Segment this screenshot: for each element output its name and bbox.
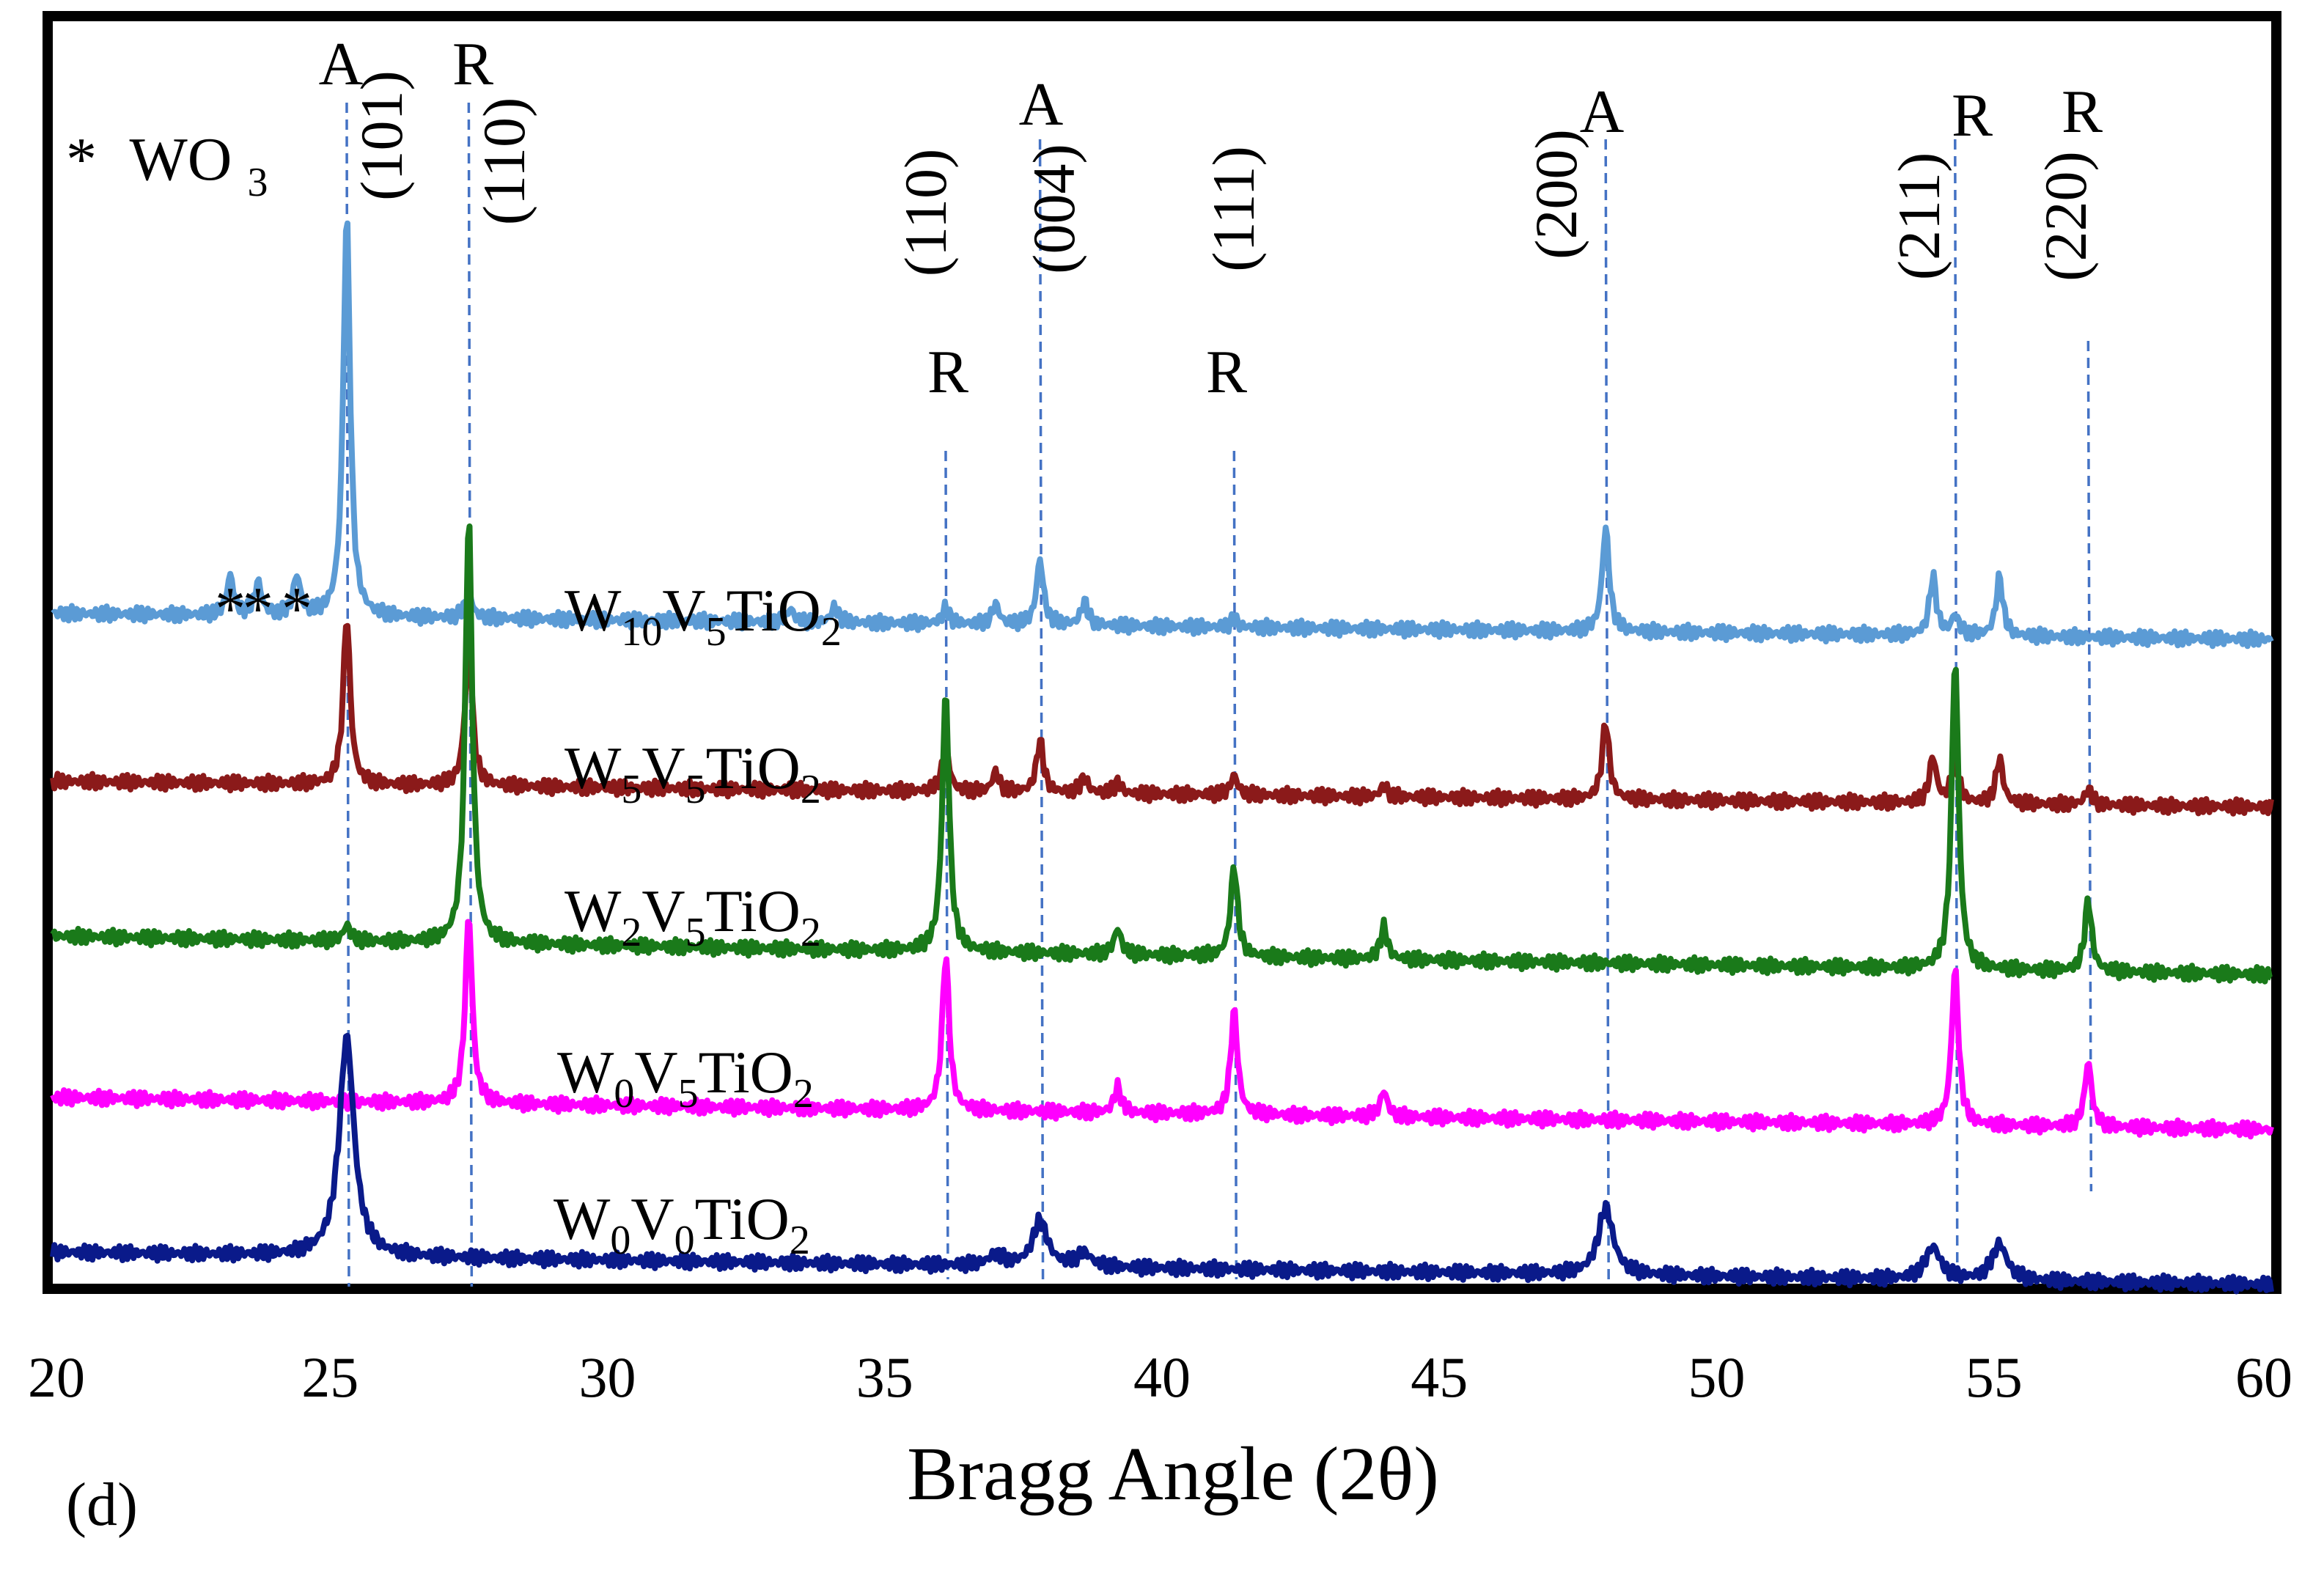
x-axis-ticks: 20 25 30 35 40 45 50 55 60: [28, 1345, 2292, 1409]
series-line-W10V5TiO2: [51, 220, 2274, 650]
wo3-legend: * WO 3: [66, 125, 268, 205]
phase-label-7: R: [1952, 81, 1993, 150]
phase-label-2: R: [452, 30, 493, 98]
miller-index-7: (211): [1886, 152, 1952, 281]
wo3-peak-marker-3: *: [282, 575, 312, 643]
miller-index-6: (200): [1523, 129, 1589, 260]
miller-index-3: (110): [892, 149, 959, 277]
x-tick-label-60: 60: [2235, 1345, 2292, 1409]
x-tick-label-45: 45: [1411, 1345, 1468, 1409]
x-tick-label-35: 35: [856, 1345, 913, 1409]
series-label-W0V5TiO2: W0V5TiO2: [557, 1039, 814, 1117]
reference-line-4: [1038, 139, 1045, 1280]
x-axis-title: Bragg Angle (2θ): [907, 1432, 1439, 1516]
x-tick-label-55: 55: [1966, 1345, 2023, 1409]
phase-label-5: R: [1206, 338, 1247, 406]
x-tick-label-40: 40: [1133, 1345, 1191, 1409]
wo3-legend-subscript: 3: [247, 160, 268, 205]
series-line-W0V0TiO2: [50, 1032, 2274, 1295]
reference-line-3: [944, 450, 949, 1280]
reference-line-7: [1954, 139, 1959, 1280]
phase-label-6: A: [1580, 78, 1625, 146]
series-lines: [50, 220, 2274, 1295]
wo3-peak-marker-2: *: [243, 575, 273, 643]
wo3-peak-marker-1: *: [215, 575, 246, 643]
miller-index-1: (101): [348, 70, 415, 201]
miller-index-5: (111): [1200, 146, 1267, 272]
x-tick-label-50: 50: [1688, 1345, 1746, 1409]
series-label-W0V0TiO2: W0V0TiO2: [554, 1185, 810, 1263]
x-tick-label-25: 25: [301, 1345, 358, 1409]
series-line-W2V5TiO2: [50, 523, 2273, 985]
miller-index-2: (110): [471, 98, 537, 226]
phase-label-4: A: [1019, 70, 1064, 139]
series-line-W5V5TiO2: [50, 622, 2274, 817]
x-tick-label-20: 20: [28, 1345, 85, 1409]
phase-label-1: A: [319, 30, 364, 98]
reference-line-8: [2086, 340, 2093, 1192]
miller-index-8: (220): [2032, 151, 2099, 282]
series-label-W10V5TiO2: W10V5TiO2: [565, 577, 842, 655]
annotations: W10V5TiO2 W5V5TiO2 W2V5TiO2 W0V5TiO2 W0V0TiO…: [215, 30, 2103, 1263]
series-label-W2V5TiO2: W2V5TiO2: [565, 878, 821, 955]
wo3-legend-marker: *: [66, 125, 97, 194]
phase-label-8: R: [2062, 78, 2103, 146]
reference-line-6: [1604, 139, 1610, 1280]
x-tick-label-30: 30: [579, 1345, 636, 1409]
series-line-W0V5TiO2: [50, 919, 2274, 1140]
series-label-W5V5TiO2: W5V5TiO2: [565, 735, 821, 812]
panel-label: (d): [66, 1471, 138, 1539]
phase-label-3: R: [927, 338, 968, 406]
plot-frame: [43, 11, 2281, 1294]
wo3-legend-text: WO: [129, 125, 232, 194]
miller-index-4: (004): [1021, 144, 1087, 274]
